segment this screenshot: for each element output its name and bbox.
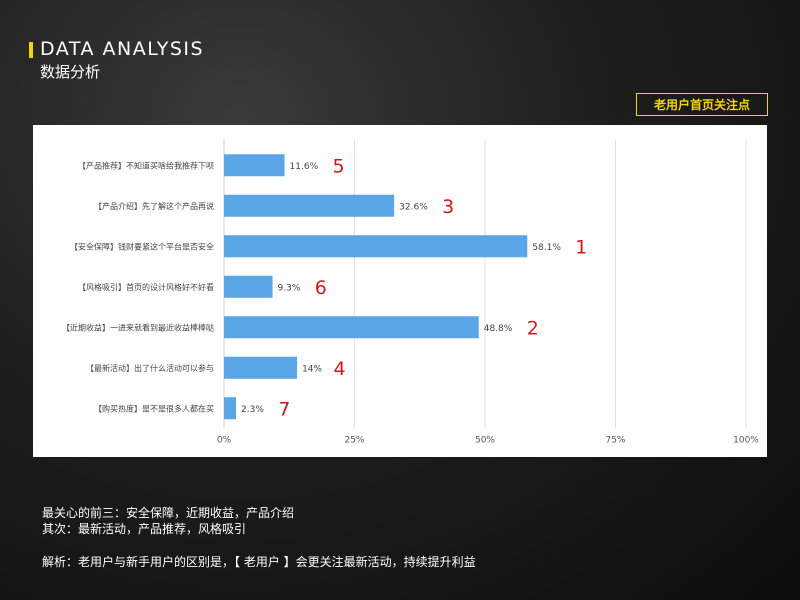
bar: [224, 154, 285, 177]
x-tick-label: 0%: [217, 436, 232, 446]
x-tick-label: 25%: [344, 436, 364, 446]
page-subtitle: 数据分析: [40, 63, 101, 81]
rank-label: 4: [333, 358, 345, 380]
value-label: 2.3%: [241, 405, 264, 415]
note-analysis: 解析：老用户与新手用户的区别是，【 老用户 】会更关注最新活动，持续提升利益: [42, 555, 476, 569]
page-title: DATA ANALYSIS: [40, 38, 205, 60]
section-badge: 老用户首页关注点: [636, 93, 768, 116]
value-label: 9.3%: [278, 283, 301, 293]
x-tick-label: 100%: [733, 436, 759, 446]
category-label: 【安全保障】钱财要紧这个平台是否安全: [70, 241, 214, 251]
bar: [224, 316, 479, 339]
note-secondary: 其次：最新活动，产品推荐，风格吸引: [42, 522, 247, 536]
bar-chart: 0% 25% 50% 75% 100% 【产品推荐】不知道买啥给我推荐下呗 11.6% 5 【产…: [62, 139, 759, 446]
x-tick-label: 75%: [605, 436, 625, 446]
category-label: 【风格吸引】首页的设计风格好不好看: [78, 282, 214, 292]
rank-label: 6: [315, 277, 327, 299]
value-label: 11.6%: [290, 162, 319, 172]
category-label: 【最新活动】出了什么活动可以参与: [86, 363, 214, 373]
bar: [224, 356, 298, 379]
rank-label: 7: [278, 398, 290, 420]
value-label: 48.8%: [484, 324, 513, 334]
note-top-three: 最关心的前三：安全保障，近期收益，产品介绍: [42, 506, 295, 520]
category-label: 【产品介绍】先了解这个产品再说: [94, 201, 214, 211]
chart-panel: 0% 25% 50% 75% 100% 【产品推荐】不知道买啥给我推荐下呗 11.6% 5 【产…: [33, 125, 767, 457]
rank-label: 1: [575, 236, 587, 258]
title-accent-bar: [29, 42, 33, 58]
category-label: 【产品推荐】不知道买啥给我推荐下呗: [78, 160, 214, 170]
rank-label: 2: [527, 317, 539, 339]
value-label: 58.1%: [532, 243, 561, 253]
bar: [224, 275, 273, 298]
bar: [224, 235, 528, 258]
bar: [224, 194, 395, 217]
rank-label: 3: [442, 196, 454, 218]
category-label: 【近期收益】一进来就看到最近收益棒棒哒: [62, 322, 214, 332]
category-label: 【购买热度】是不是很多人都在买: [94, 403, 214, 413]
value-label: 14%: [302, 364, 322, 374]
analysis-notes: 最关心的前三：安全保障，近期收益，产品介绍 其次：最新活动，产品推荐，风格吸引 …: [42, 505, 476, 570]
value-label: 32.6%: [399, 202, 428, 212]
bar: [224, 397, 237, 420]
rank-label: 5: [333, 155, 345, 177]
x-tick-label: 50%: [475, 436, 495, 446]
